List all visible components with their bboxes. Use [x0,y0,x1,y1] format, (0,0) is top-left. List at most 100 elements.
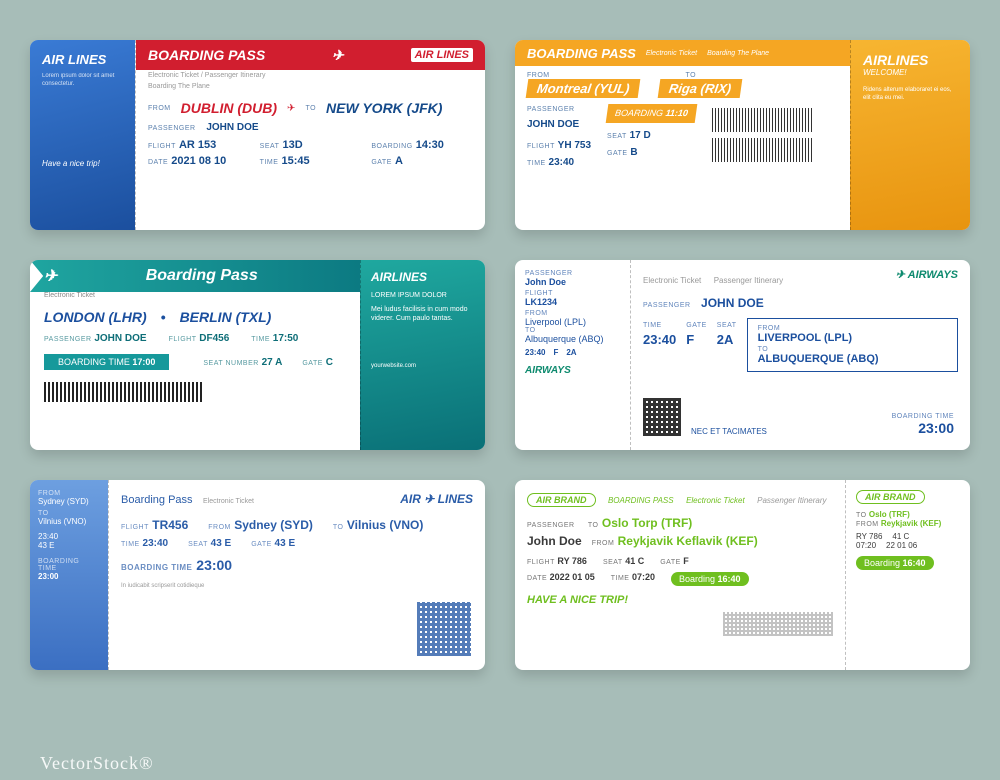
t6-passenger-label: Passenger [527,522,575,529]
t4-hdr2: Passenger Itinerary [714,276,783,285]
t2-from-city: Montreal (YUL) [526,79,641,98]
t3-gate: C [326,357,333,368]
t5-brand: AIR ✈ LINES [400,492,473,506]
t2-body: PASSENGER JOHN DOE FLIGHT YH 753 TIME 23… [515,98,850,177]
t6-nice-trip: HAVE A NICE TRIP! [527,594,833,606]
t4-stub-seat: 2A [566,348,576,357]
t6-boarding-label: Boarding [679,574,715,584]
t3-stub-lorem: Mei ludus facilisis in cum modo viderer.… [371,305,475,323]
t2-col-passenger: PASSENGER JOHN DOE FLIGHT YH 753 TIME 23… [527,104,591,171]
t3-from-city: LONDON (LHR) [44,309,147,325]
t4-stub-from-label: FROM [525,310,620,317]
barcode-icon [712,138,812,162]
t6-stub-brand: AIR BRAND [856,490,925,504]
t5-to: Vilnius (VNO) [347,518,423,532]
t1-to-label: TO [305,105,316,112]
t5-footer: In iudicabit scripserit cotidieque [121,583,473,589]
t4-stub-to-label: TO [525,327,620,334]
t4-brand: ✈ AIRWAYS [896,268,958,281]
t5-btime-label: BOARDING TIME [121,563,192,572]
t4-stub-flight: LK1234 [525,297,557,307]
t6-stub-boarding-label: Boarding [864,558,900,568]
t2-from-label: FROM [527,72,680,79]
t5-stub-to-label: TO [38,510,100,517]
t4-from: LIVERPOOL (LPL) [758,332,853,344]
t4-stub: PASSENGER John Doe FLIGHT LK1234 FROM Li… [515,260,630,450]
t1-stub-tag: Have a nice trip! [42,159,123,168]
t4-time: 23:40 [643,332,676,347]
t1-from-label: FROM [148,105,171,112]
boarding-pass-3: ✈ Boarding Pass Electronic Ticket LONDON… [30,260,485,450]
t4-time-label: TIME [643,322,662,329]
t5-flight: TR456 [152,518,188,532]
t4-to-label: TO [758,346,947,353]
t3-stub-sub: LOREM IPSUM DOLOR [371,292,475,299]
t2-passenger: JOHN DOE [527,119,579,130]
t2-seat-label: SEAT [607,133,627,140]
t4-gate-label: GATE [686,322,707,329]
t5-btime-row: BOARDING TIME 23:00 [121,557,473,573]
t6-gate: F [683,556,689,566]
t3-header-title: Boarding Pass [146,267,258,285]
t6-time: 07:20 [632,572,655,582]
t6-row2: Date 2022 01 05 Time 07:20 Boarding 16:4… [527,572,833,586]
boarding-pass-2: BOARDING PASS Electronic Ticket Boarding… [515,40,970,230]
t4-hdr1: Electronic Ticket [643,276,701,285]
t1-info-grid: FLIGHT AR 153 SEAT 13D BOARDING 14:30 DA… [136,135,485,171]
t5-gate-label: GATE [251,541,272,548]
t2-stub-brand: AIRLINES [863,52,958,68]
t4-gate: F [686,332,707,347]
t3-main: ✈ Boarding Pass Electronic Ticket LONDON… [30,260,360,450]
t6-to-label: To [588,522,599,529]
t4-stub-time: 23:40 [525,348,545,357]
t3-passenger-label: PASSENGER [44,336,92,343]
t5-stub-to: Vilnius (VNO) [38,517,100,526]
t4-btime: 23:00 [892,420,954,436]
t6-stub-boarding-pill: Boarding 16:40 [856,556,934,570]
t6-stub-seat: 41 C [892,532,909,541]
t3-route-sep: • [161,309,166,325]
t6-stub-flight: RY 786 [856,532,882,541]
airplane-icon: ✈ [332,47,344,64]
t5-from: Sydney (SYD) [234,518,313,532]
t6-stub-time: 07:20 [856,541,876,550]
t6-gate-label: Gate [660,559,681,566]
t5-main: Boarding Pass Electronic Ticket AIR ✈ LI… [108,480,485,670]
t3-flight: DF456 [199,333,229,344]
t1-stub-brand: AIR LINES [42,52,123,67]
t6-main: AIR BRAND BOARDING PASS Electronic Ticke… [515,480,845,670]
t5-time: 23:40 [143,538,169,549]
t6-brand-pill: AIR BRAND [527,493,596,507]
t2-stub: AIRLINES WELCOME! Ridens alterum elabora… [850,40,970,230]
t6-to: Oslo Torp (TRF) [602,516,692,530]
t2-sub2: Boarding The Plane [707,50,769,57]
t6-date: 2022 01 05 [550,572,595,582]
t2-header-title: BOARDING PASS [527,46,636,61]
t6-seat: 41 C [625,556,644,566]
t3-btime: 17:00 [132,357,155,367]
t2-cities: Montreal (YUL) Riga (RIX) [515,79,850,98]
t4-from-label: FROM [758,325,947,332]
t2-gate: B [630,147,637,158]
t2-boarding: 11:10 [665,108,689,118]
t6-from: Reykjavik Keflavik (KEF) [618,534,758,548]
t5-row: TIME 23:40 SEAT 43 E GATE 43 E [121,532,473,549]
t6-header: BOARDING PASS [608,496,674,505]
airplane-icon: ✈ [44,266,57,286]
barcode-icon [723,612,833,636]
t1-gate: A [395,155,403,167]
ticket-grid: AIR LINES Lorem ipsum dolor sit amet con… [30,40,970,670]
barcode-icon [44,382,204,402]
t6-row1: Flight RY 786 Seat 41 C Gate F [527,556,833,566]
t5-seat-label: SEAT [188,541,208,548]
t1-main: BOARDING PASS ✈ AIR LINES Electronic Tic… [135,40,485,230]
t3-stub-url: yourwebsite.com [371,363,475,369]
t2-time: 23:40 [549,157,575,168]
t4-brand-text: AIRWAYS [908,269,958,281]
t6-route: Passenger To Oslo Torp (TRF) John Doe Fr… [527,514,833,550]
t6-sub1: Electronic Ticket [686,496,745,505]
t6-flight: RY 786 [557,556,587,566]
t4-seat-label: SEAT [717,322,737,329]
t2-seat: 17 D [630,130,651,141]
boarding-pass-5: FROM Sydney (SYD) TO Vilnius (VNO) 23:40… [30,480,485,670]
